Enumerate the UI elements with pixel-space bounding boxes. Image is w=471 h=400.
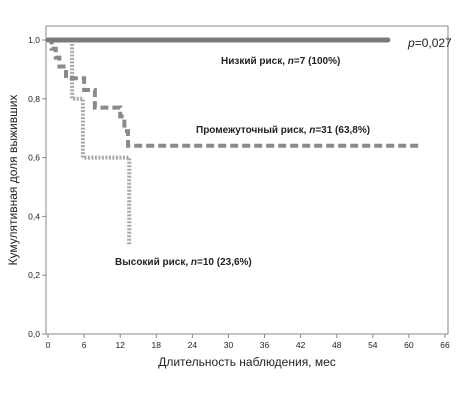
x-tick-label: 24 — [188, 340, 198, 350]
x-tick-label: 54 — [368, 340, 378, 350]
series-line-high — [48, 38, 132, 246]
series-label-intermediate: Промежуточный риск, n=31 (63,8%) — [196, 125, 370, 136]
series-label-low-n: n — [288, 56, 294, 67]
x-tick-label: 6 — [82, 340, 87, 350]
series-line-intermediate — [48, 38, 421, 148]
series-label-low-suffix: =7 (100%) — [294, 56, 340, 67]
series-label-high-prefix: Высокий риск, — [115, 257, 191, 268]
x-tick-label: 0 — [46, 340, 51, 350]
series-label-high-n: n — [191, 257, 197, 268]
x-tick-label: 36 — [260, 340, 270, 350]
x-tick-label: 66 — [440, 340, 450, 350]
p-value: p=0,027 — [407, 36, 452, 50]
p-value-letter: p — [407, 36, 415, 50]
x-tick-label: 60 — [404, 340, 414, 350]
y-axis-title: Кумулятивная доля выживших — [6, 95, 20, 266]
x-tick-label: 30 — [224, 340, 234, 350]
y-tick-label: 0,2 — [28, 270, 40, 280]
x-tick-label: 42 — [296, 340, 306, 350]
plot-frame — [45, 25, 449, 335]
series-label-intermediate-n: n — [309, 125, 315, 136]
series-label-high: Высокий риск, n=10 (23,6%) — [115, 257, 252, 268]
series-label-high-suffix: =10 (23,6%) — [197, 257, 252, 268]
y-tick-label: 1,0 — [28, 35, 40, 45]
x-tick-label: 12 — [115, 340, 125, 350]
series-label-low-prefix: Низкий риск, — [221, 56, 288, 67]
y-tick-label: 0,4 — [28, 211, 40, 221]
series-label-low: Низкий риск, n=7 (100%) — [221, 56, 340, 67]
series-label-intermediate-prefix: Промежуточный риск, — [196, 125, 309, 136]
series-label-intermediate-suffix: =31 (63,8%) — [315, 125, 370, 136]
y-tick-label: 0,6 — [28, 153, 40, 163]
p-value-text: =0,027 — [415, 36, 452, 50]
x-tick-label: 48 — [332, 340, 342, 350]
x-axis-title: Длительность наблюдения, мес — [158, 355, 336, 369]
x-tick-label: 18 — [152, 340, 162, 350]
y-tick-label: 0,0 — [28, 329, 40, 339]
y-tick-label: 0,8 — [28, 94, 40, 104]
series-lines — [45, 37, 421, 246]
y-axis: 0,0 0,2 0,4 0,6 0,8 1,0 — [28, 35, 46, 339]
x-axis: 0 6 12 18 24 30 36 42 48 54 60 66 — [46, 334, 450, 350]
